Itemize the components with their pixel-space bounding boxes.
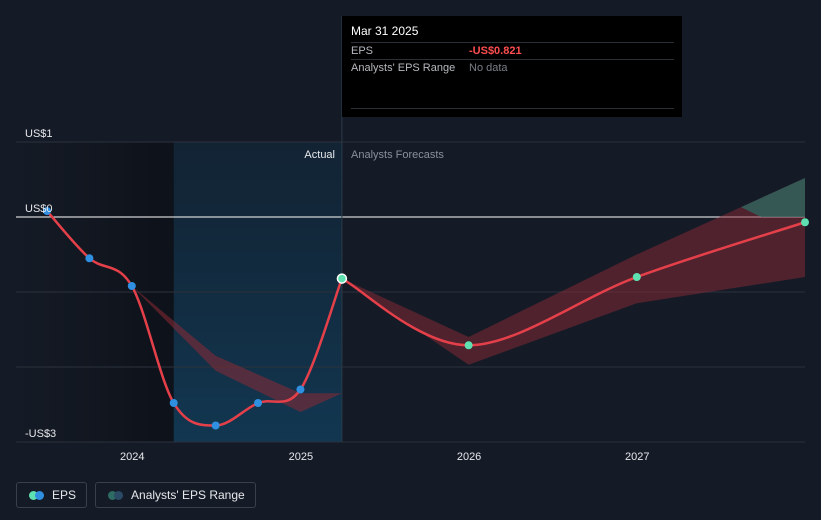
eps-legend-dot-forecast (29, 490, 38, 500)
legend-eps-label: EPS (52, 488, 77, 502)
legend-eps-button[interactable]: EPS (16, 482, 88, 508)
legend-range-label: Analysts' EPS Range (131, 488, 245, 502)
range-legend-icon (108, 490, 124, 500)
eps-point (801, 218, 809, 227)
eps-forecast-line (341, 221, 806, 347)
y-tick-label: US$0 (25, 203, 53, 215)
forecast-range-band (341, 178, 805, 365)
eps-legend-icon (29, 490, 44, 500)
tooltip-row-eps: EPS -US$0.821 (351, 42, 674, 59)
y-tick-label: -US$3 (25, 428, 56, 440)
tooltip-eps-value: -US$0.821 (469, 45, 522, 57)
past-range-band (131, 286, 342, 412)
forecast-range-upside (741, 178, 805, 217)
eps-point (169, 399, 178, 407)
tooltip-date: Mar 31 2025 (351, 24, 419, 38)
eps-point (464, 341, 473, 350)
actual-label: Actual (304, 149, 335, 161)
eps-point (632, 273, 641, 281)
x-tick-label: 2026 (457, 451, 481, 463)
eps-point (85, 254, 94, 263)
forecast-label: Analysts Forecasts (351, 149, 444, 161)
eps-legend-dot-actual (35, 490, 44, 500)
eps-point (336, 273, 348, 284)
x-tick-label: 2025 (289, 451, 313, 463)
eps-point (127, 282, 136, 290)
eps-point (296, 385, 305, 394)
tooltip-row-range: Analysts' EPS Range No data (351, 59, 674, 76)
tooltip: Mar 31 2025 EPS -US$0.821 Analysts' EPS … (342, 16, 682, 117)
legend-range-button[interactable]: Analysts' EPS Range (95, 482, 256, 508)
x-tick-label: 2024 (120, 451, 144, 463)
eps-point (211, 421, 220, 430)
tooltip-range-value: No data (469, 62, 508, 74)
eps-point (43, 207, 51, 215)
tooltip-divider (351, 108, 674, 109)
tooltip-range-label: Analysts' EPS Range (351, 62, 456, 74)
legend: EPS Analysts' EPS Range (16, 482, 256, 508)
tooltip-eps-label: EPS (351, 45, 374, 57)
y-tick-label: US$1 (25, 128, 53, 140)
eps-point (254, 399, 263, 407)
range-legend-dot-a (108, 490, 118, 500)
range-legend-dot-b (114, 490, 124, 500)
x-tick-label: 2027 (625, 451, 649, 463)
